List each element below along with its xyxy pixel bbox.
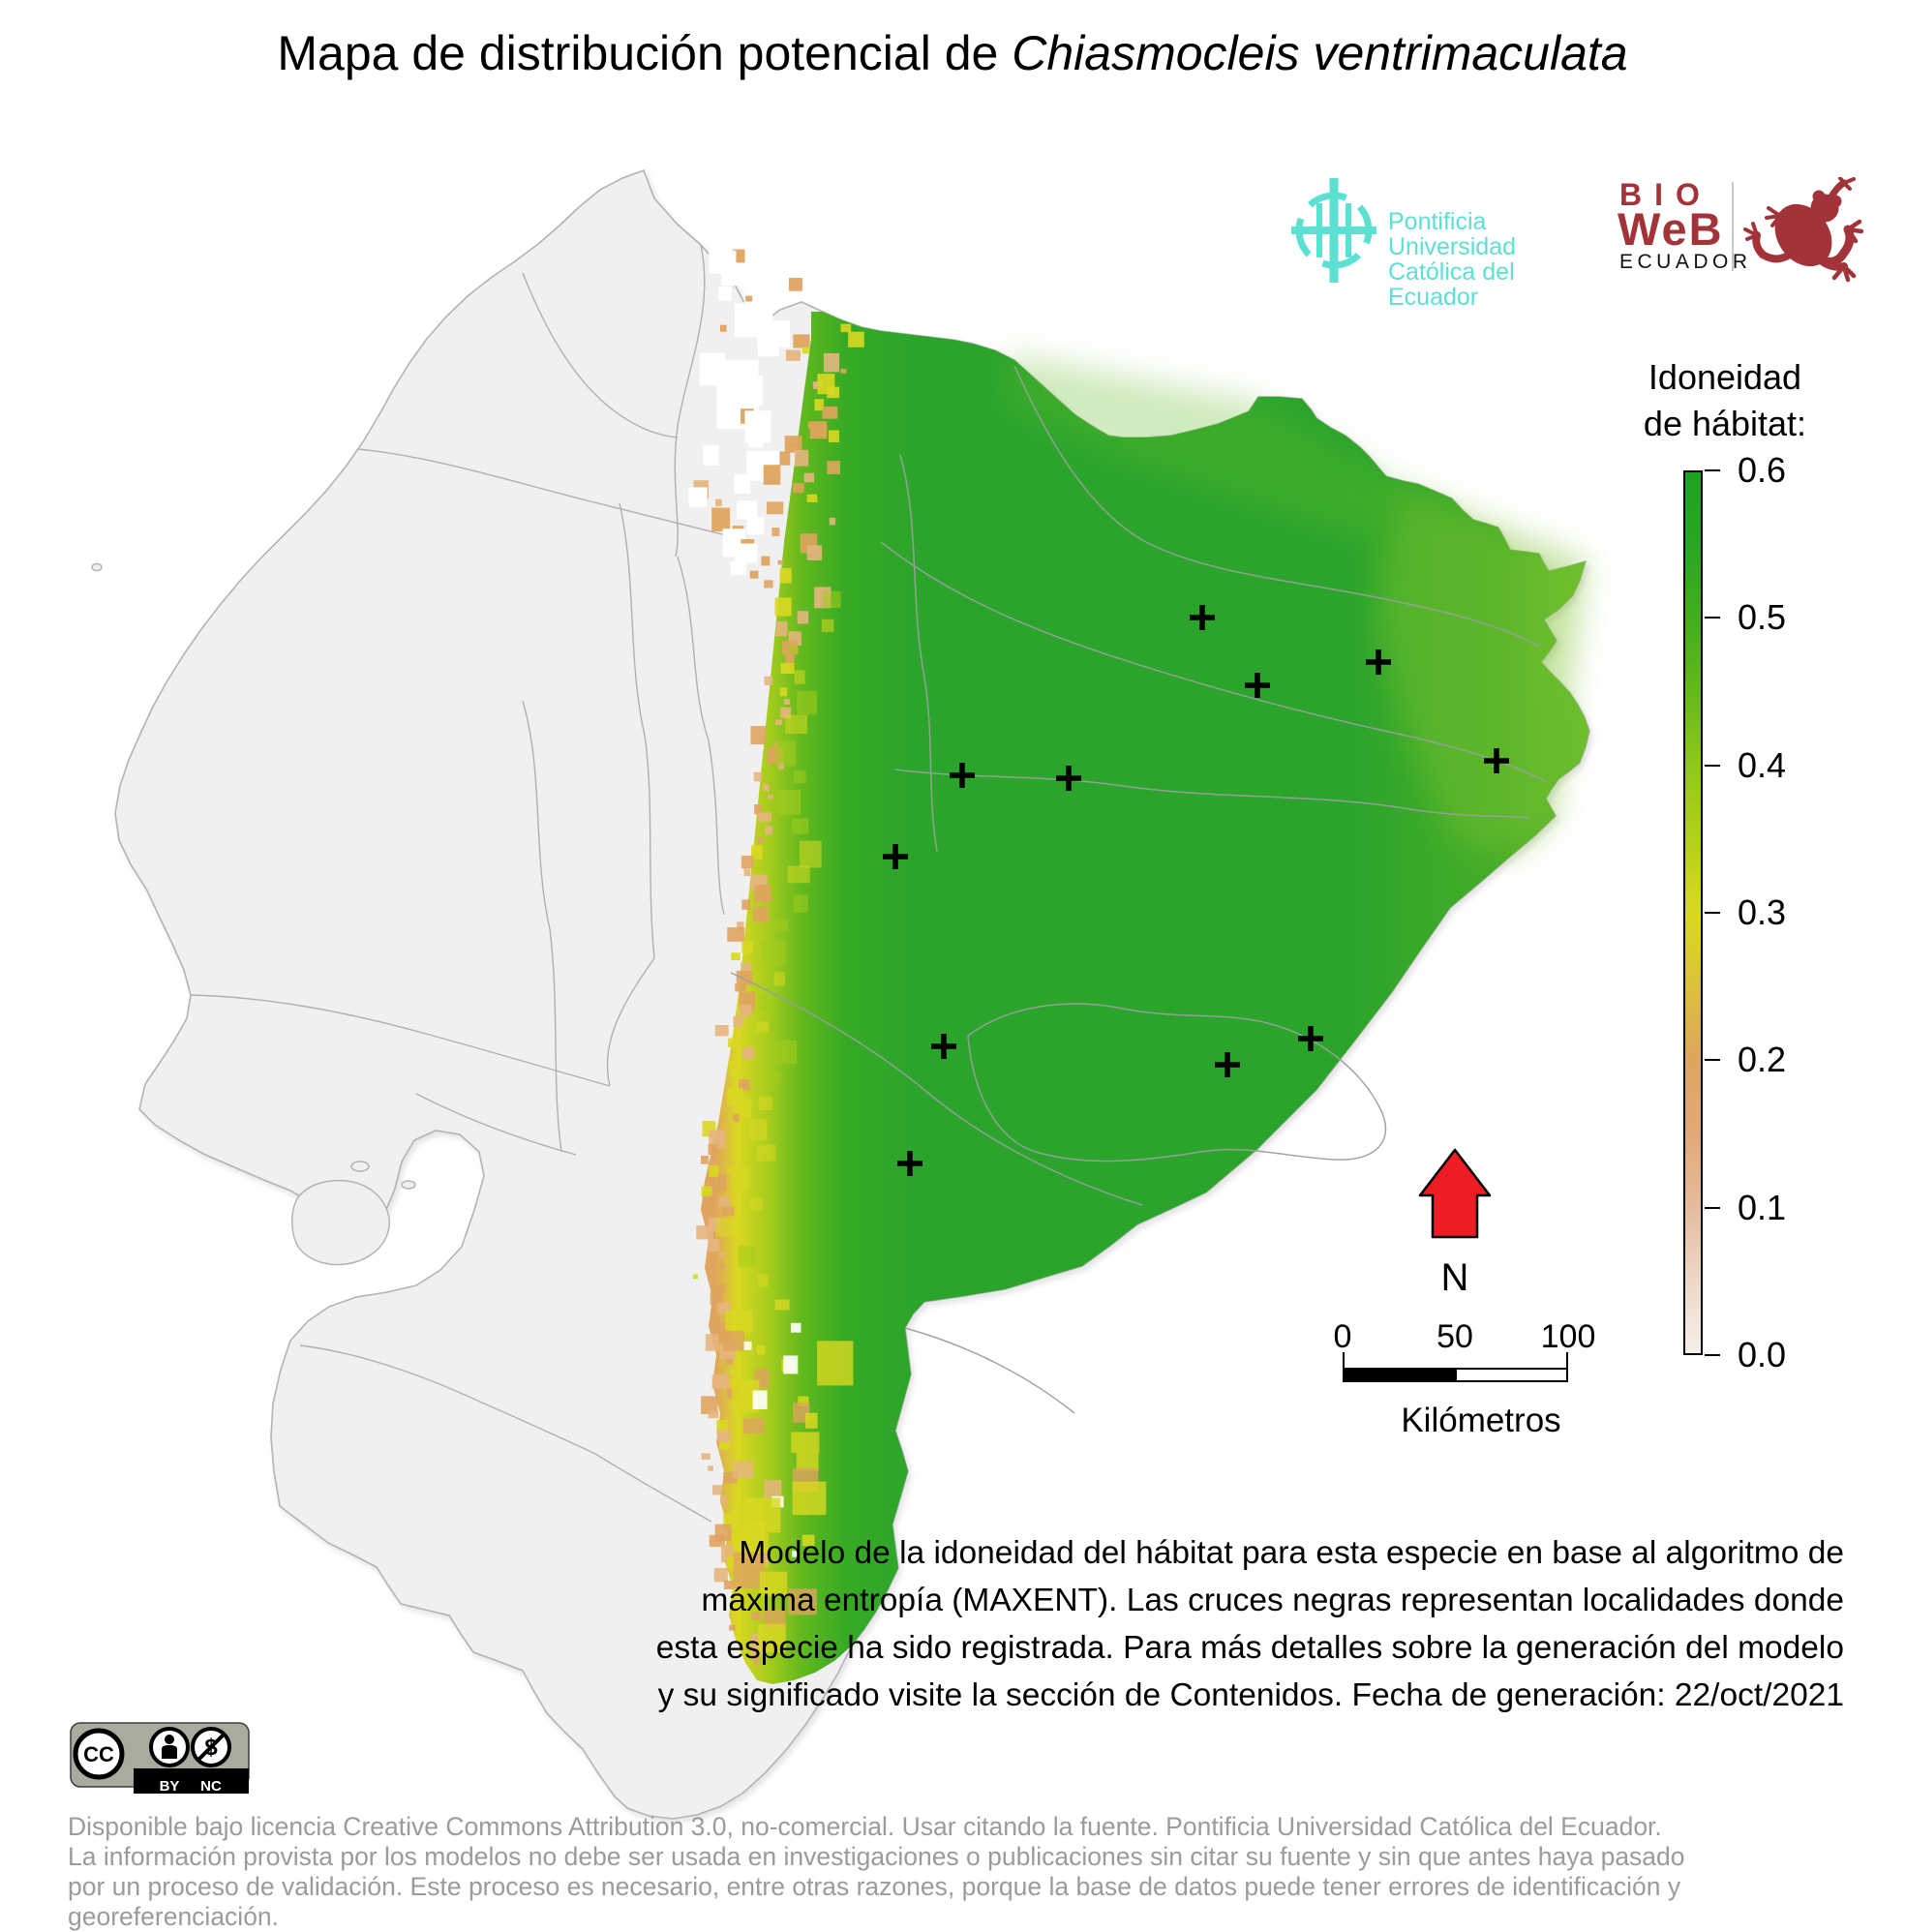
occurrence-cross [931, 1034, 956, 1059]
bioweb-ecuador-text: ECUADOR [1619, 251, 1752, 273]
raster-ne-highlight [1376, 484, 1586, 857]
footer-line2: La información provista por los modelos … [68, 1842, 1685, 1871]
puce-logo-text: Pontificia Universidad Católica del Ecua… [1388, 209, 1607, 310]
occurrence-cross [1366, 649, 1391, 675]
legend-tick-label: 0.3 [1738, 892, 1787, 932]
occurrence-localities [883, 605, 1509, 1176]
north-arrow-label: N [1440, 1256, 1469, 1299]
legend-title-line2: de hábitat: [1643, 404, 1807, 443]
puce-logo: Pontificia Universidad Católica del Ecua… [1287, 174, 1607, 310]
model-caption: Modelo de la idoneidad del hábitat para … [634, 1529, 1844, 1719]
title-species-name: Chiasmocleis ventrimaculata [1012, 26, 1628, 80]
scalebar-filled-half [1345, 1370, 1457, 1380]
scalebar-labels: 0 50 100 [1294, 1318, 1668, 1357]
legend-colorbar [1683, 470, 1703, 1355]
title-prefix: Mapa de distribución potencial de [277, 26, 1013, 80]
puce-cross-icon [1291, 178, 1376, 283]
raster-n-highlight [1007, 353, 1386, 542]
legend-tick [1705, 764, 1720, 767]
puce-text-line2: Católica del Ecuador [1388, 258, 1515, 311]
occurrence-cross [1484, 748, 1509, 773]
legend-title: Idoneidad de hábitat: [1609, 354, 1841, 447]
caption-line3: esta especie ha sido registrada. Para má… [655, 1630, 1844, 1666]
legend-tick-label: 0.2 [1738, 1040, 1787, 1080]
bioweb-bio-text: BIO [1619, 177, 1712, 212]
suitability-raster [688, 236, 1589, 1684]
puce-text-line1: Pontificia Universidad [1388, 208, 1517, 260]
occurrence-cross [950, 763, 975, 788]
legend-tick-label: 0.0 [1738, 1335, 1787, 1374]
scalebar-tick-left [1343, 1352, 1345, 1368]
province-boundaries-west [190, 244, 746, 1523]
disclaimer-footer: Disponible bajo licencia Creative Common… [68, 1812, 1888, 1932]
cc-license-badge: CC BY $ NC [70, 1722, 250, 1796]
scalebar-label-50: 50 [1436, 1318, 1473, 1355]
bioweb-logo: BIO WeB ECUADOR [1612, 177, 1873, 284]
caption-line1: Modelo de la idoneidad del hábitat para … [739, 1535, 1844, 1571]
legend-tick-label: 0.6 [1738, 450, 1787, 490]
legend-tick [1705, 912, 1720, 914]
frog-icon [1743, 177, 1864, 283]
svg-text:CC: CC [83, 1742, 114, 1766]
legend-tick-label: 0.1 [1738, 1187, 1787, 1227]
footer-line1: Disponible bajo licencia Creative Common… [68, 1812, 1662, 1841]
legend-tick [1705, 1059, 1720, 1062]
svg-text:BY: BY [160, 1778, 180, 1795]
cc-icon: CC [73, 1728, 125, 1780]
legend-tick [1705, 469, 1720, 471]
province-boundaries-east [730, 365, 1548, 1414]
puna-island [91, 562, 416, 1266]
legend-tick [1705, 1354, 1720, 1356]
scalebar-unit: Kilómetros [1401, 1402, 1561, 1439]
north-arrow-icon [1418, 1148, 1492, 1239]
legend-tick [1705, 617, 1720, 619]
cc-nc-icon: $ NC [191, 1727, 231, 1795]
legend-tick-label: 0.4 [1738, 744, 1787, 785]
bioweb-web-text: WeB [1618, 203, 1724, 255]
cc-by-icon: BY [149, 1727, 190, 1795]
legend-title-line1: Idoneidad [1648, 357, 1802, 397]
occurrence-cross [1215, 1052, 1240, 1077]
legend-tick [1705, 1206, 1720, 1209]
scalebar-label-100: 100 [1540, 1318, 1596, 1355]
caption-line2: máxima entropía (MAXENT). Las cruces neg… [701, 1583, 1844, 1618]
caption-line4: y su significado visite la sección de Co… [657, 1677, 1844, 1713]
scalebar-tick-right [1566, 1352, 1568, 1368]
scalebar-label-0: 0 [1333, 1318, 1352, 1355]
legend-tick-label: 0.5 [1738, 597, 1787, 638]
occurrence-cross [1245, 673, 1270, 698]
occurrence-cross [1190, 605, 1215, 630]
svg-text:NC: NC [200, 1778, 222, 1795]
occurrence-cross [1056, 766, 1081, 791]
occurrence-cross [897, 1151, 922, 1176]
occurrence-cross [883, 844, 908, 869]
raster-mottling [688, 236, 864, 1665]
scalebar [1343, 1368, 1568, 1382]
bioweb-divider [1732, 182, 1734, 271]
page-title: Mapa de distribución potencial de Chiasm… [0, 25, 1905, 81]
footer-line3: por un proceso de validación. Este proce… [68, 1872, 1681, 1931]
occurrence-cross [1298, 1026, 1323, 1051]
